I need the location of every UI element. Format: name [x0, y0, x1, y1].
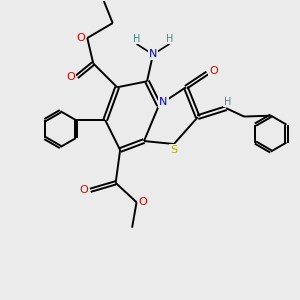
Text: N: N	[149, 50, 157, 59]
Text: H: H	[133, 34, 140, 44]
Text: O: O	[139, 197, 148, 207]
Text: N: N	[159, 97, 168, 107]
Text: H: H	[224, 97, 231, 106]
Text: O: O	[76, 33, 85, 43]
Text: O: O	[66, 72, 75, 82]
Text: O: O	[79, 185, 88, 195]
Text: O: O	[209, 67, 218, 76]
Text: H: H	[166, 34, 173, 44]
Text: S: S	[170, 145, 178, 155]
